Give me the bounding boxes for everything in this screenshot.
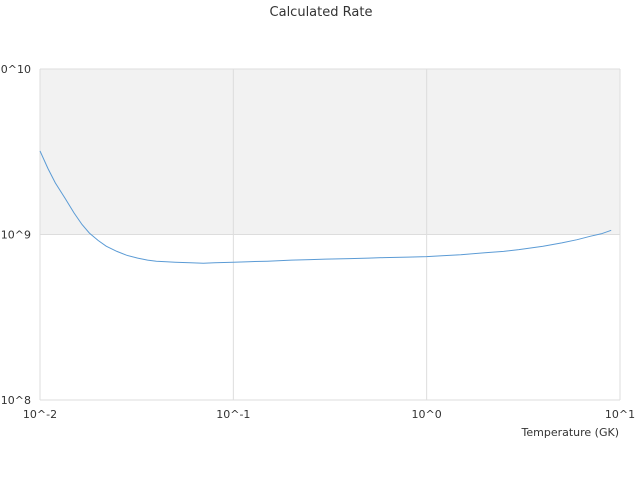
x-tick-label: 10^-2 xyxy=(23,408,57,421)
x-tick-label: 10^-1 xyxy=(216,408,250,421)
series-line xyxy=(39,150,612,264)
plot-band xyxy=(40,69,620,235)
y-tick-label: 10^8 xyxy=(1,394,31,407)
x-axis-label: Temperature (GK) xyxy=(521,426,620,439)
chart-title: Calculated Rate xyxy=(270,5,373,20)
y-tick-label: 10^9 xyxy=(1,229,31,242)
y-tick-label: 10^10 xyxy=(0,63,31,76)
x-tick-label: 10^0 xyxy=(412,408,442,421)
x-tick-label: 10^1 xyxy=(605,408,635,421)
